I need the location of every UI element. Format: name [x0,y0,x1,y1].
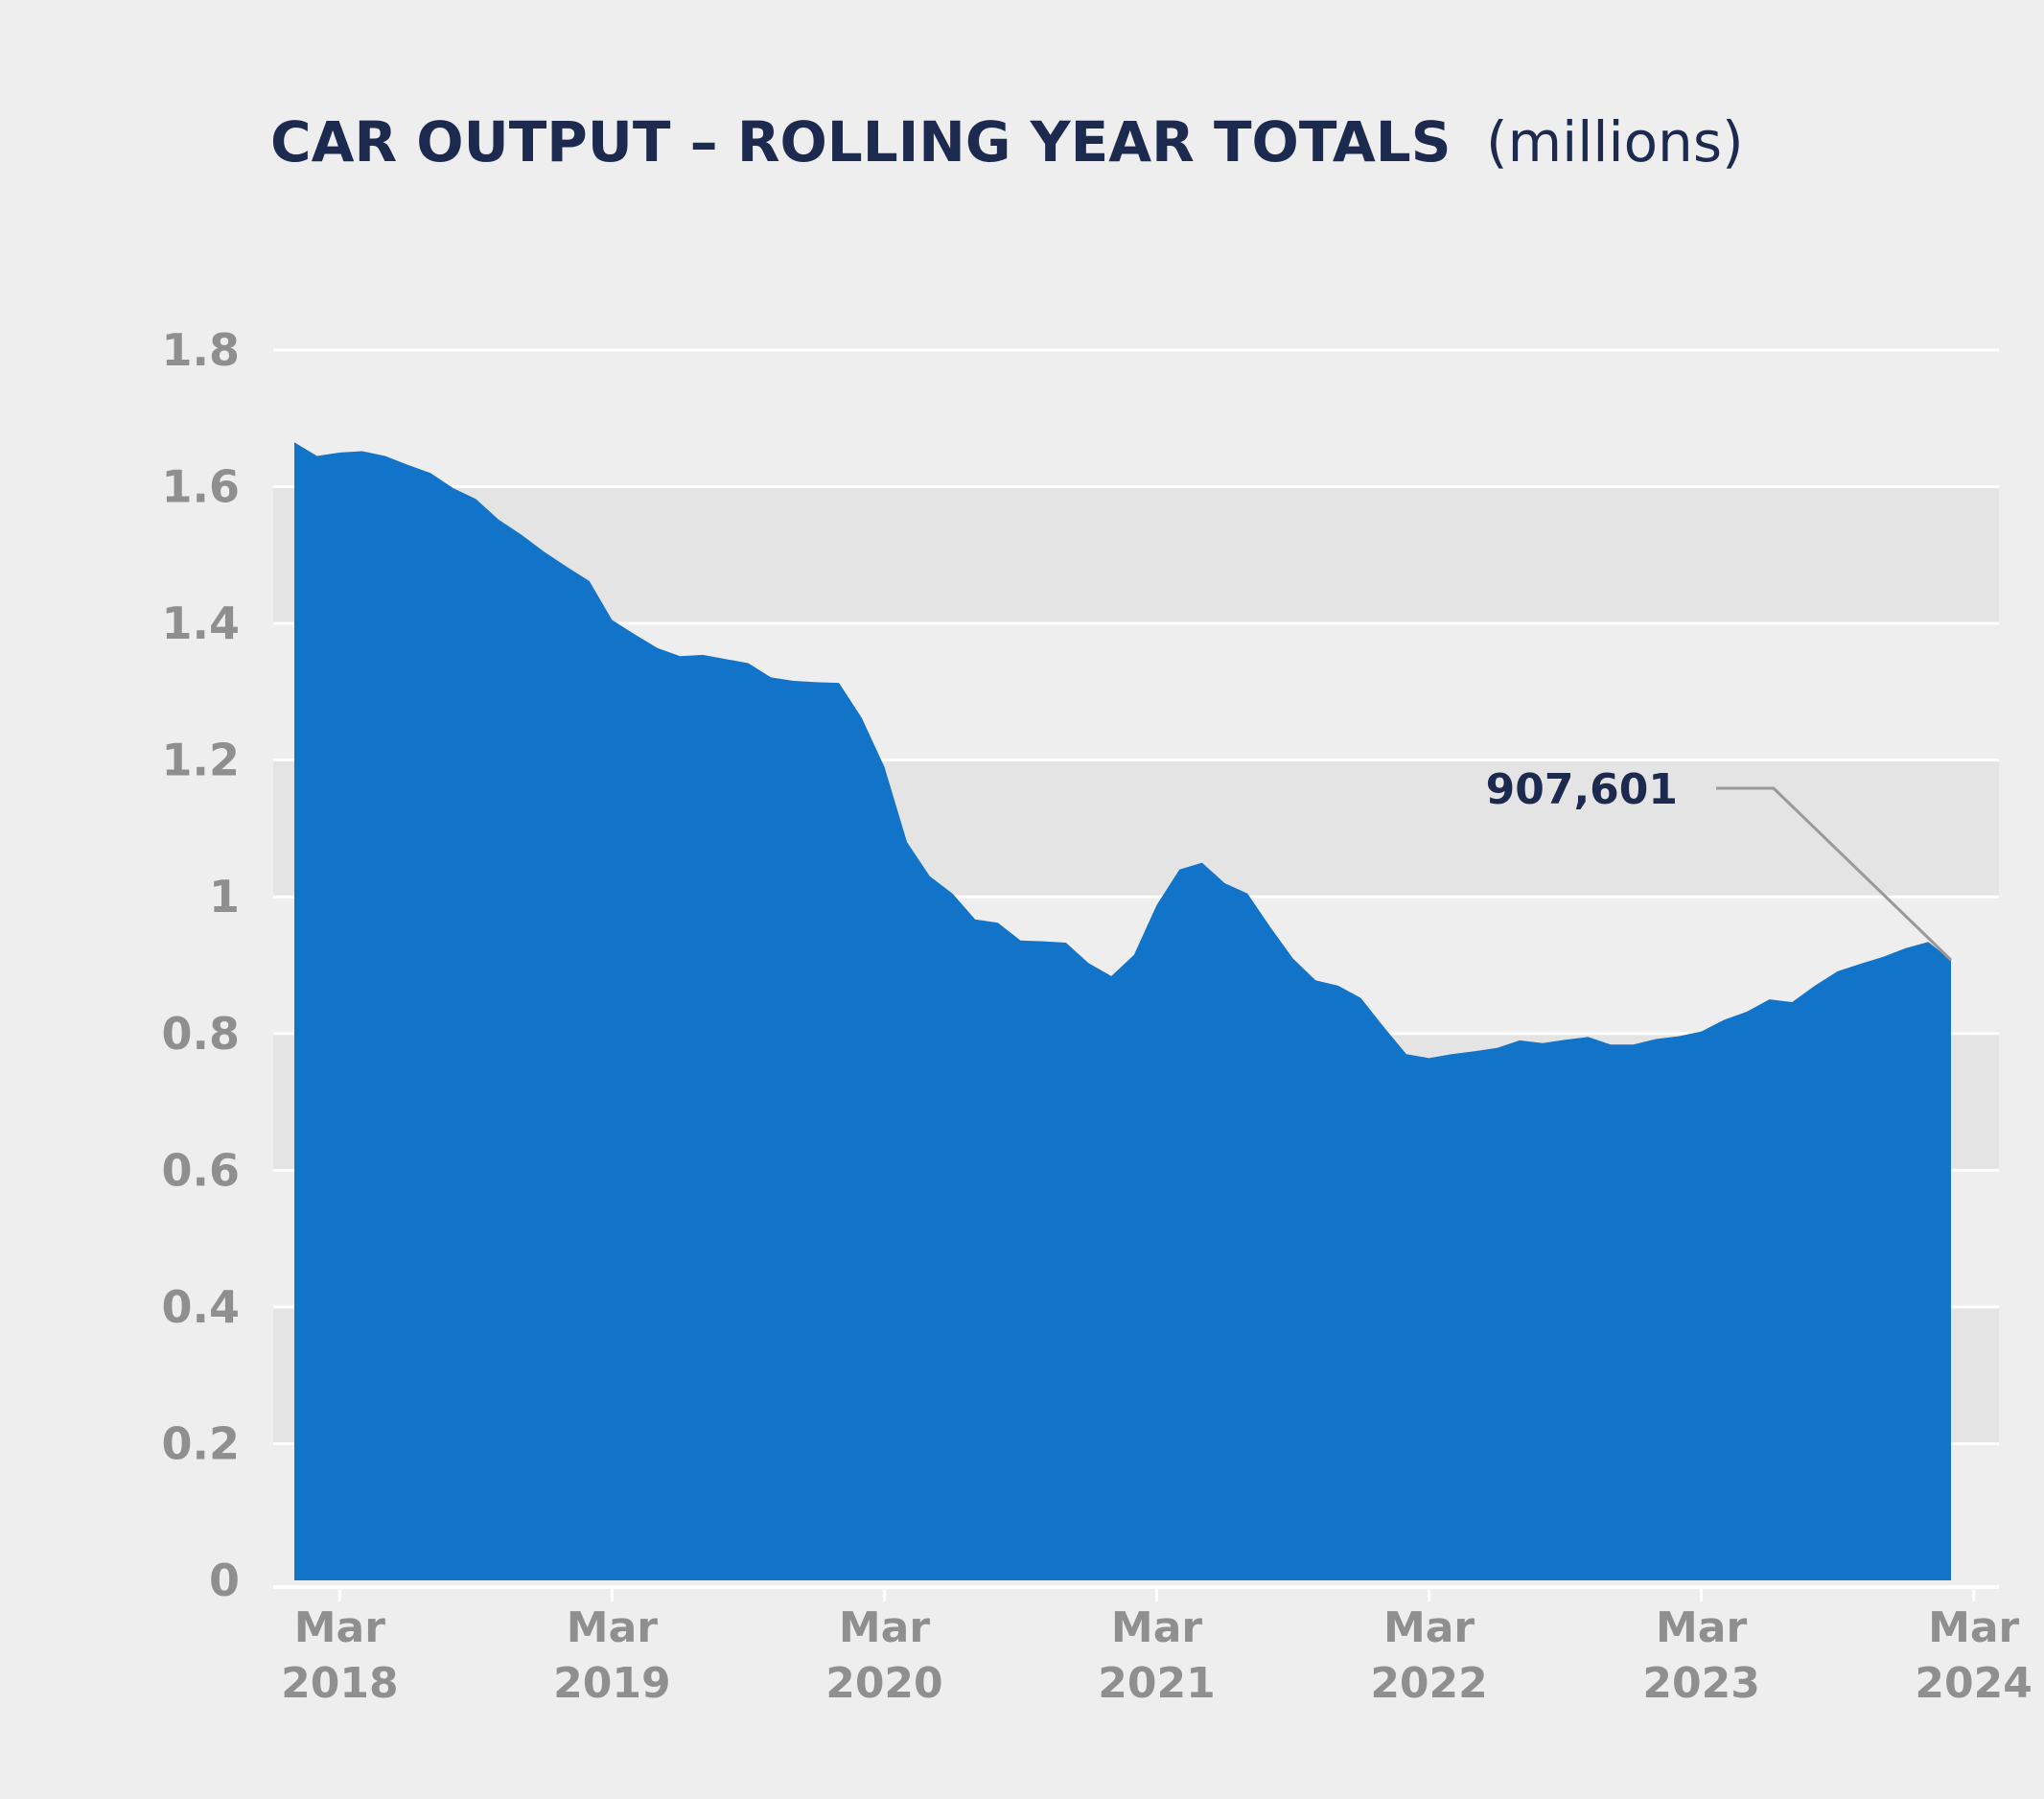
y-tick-label: 1.4 [162,597,241,649]
chart-title-unit: (millions) [1486,109,1744,175]
y-tick-label: 0.6 [162,1144,241,1196]
x-tick-month: Mar [839,1603,930,1652]
x-axis-ticks: Mar 2018 Mar 2019 Mar 2020 Mar 2021 Mar 2022 Mar 20… [281,1587,2032,1708]
area-series [294,442,1951,1581]
y-tick-label: 1 [209,871,240,923]
y-tick-label: 0.8 [162,1008,241,1060]
x-tick-year: 2020 [825,1659,942,1708]
y-tick-label: 0.2 [162,1417,241,1469]
annotation: 907,601 [1486,765,1953,962]
y-tick-label: 1.2 [162,735,241,786]
y-tick-label: 1.8 [162,324,241,376]
y-tick-label: 0 [209,1554,240,1606]
x-tick-month: Mar [1383,1603,1475,1652]
x-tick-year: 2024 [1915,1659,2032,1708]
x-tick-year: 2021 [1098,1659,1215,1708]
annotation-label: 907,601 [1486,765,1678,814]
x-tick-year: 2023 [1642,1659,1759,1708]
area-layer [294,442,1951,1581]
x-tick-year: 2018 [281,1659,398,1708]
x-tick-month: Mar [567,1603,658,1652]
y-axis-ticks: 0 0.2 0.4 0.6 0.8 1 1.2 1.4 1.6 1.8 [162,324,241,1606]
x-tick-month: Mar [1111,1603,1202,1652]
chart-title: CAR OUTPUT – ROLLING YEAR TOTALS (millio… [270,109,1744,175]
y-tick-label: 1.6 [162,461,241,513]
x-tick-month: Mar [294,1603,385,1652]
x-tick-year: 2022 [1370,1659,1487,1708]
x-tick-month: Mar [1928,1603,2019,1652]
x-tick-year: 2019 [553,1659,670,1708]
x-tick-month: Mar [1656,1603,1747,1652]
chart-title-main: CAR OUTPUT – ROLLING YEAR TOTALS [270,109,1452,175]
annotation-leader-line [1716,786,1953,962]
y-tick-label: 0.4 [162,1281,241,1333]
